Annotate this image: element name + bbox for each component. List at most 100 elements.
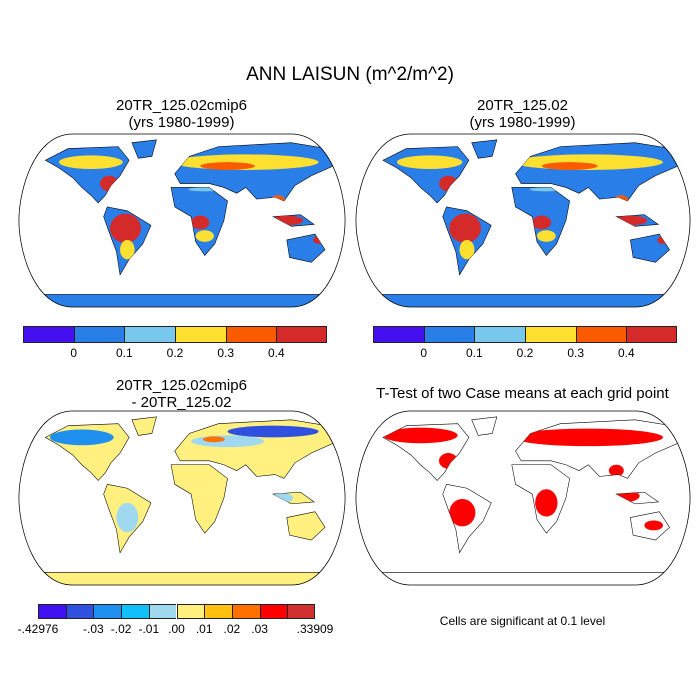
field-patch xyxy=(271,493,294,503)
colorbar-label: -.42976 xyxy=(17,622,59,636)
field-patch xyxy=(191,435,264,448)
colorbar-box xyxy=(231,604,260,619)
field-patch xyxy=(116,502,139,533)
continent-greenland xyxy=(471,139,498,159)
field-patch xyxy=(227,425,319,438)
field-patch xyxy=(513,428,663,447)
colorbar-label: 0.3 xyxy=(217,346,234,360)
colorbar-box xyxy=(121,604,149,619)
field-patch xyxy=(611,490,640,502)
panel-1-title-line2: (yrs 1980-1999) xyxy=(128,114,235,131)
panel-4-title-line1: T-Test of two Case means at each grid po… xyxy=(376,385,669,402)
colorbar-box xyxy=(525,326,576,343)
map-outline xyxy=(18,410,346,586)
colorbar-box xyxy=(373,326,424,343)
map-panel-3 xyxy=(18,410,346,586)
continent-antarctica xyxy=(355,294,691,308)
field-patch xyxy=(59,155,123,169)
field-patch xyxy=(110,213,141,243)
field-patch xyxy=(270,195,285,207)
colorbar-label: 0.1 xyxy=(465,346,483,360)
colorbar-box xyxy=(93,604,122,619)
panel-2-title: 20TR_125.02 (yrs 1980-1999) xyxy=(355,97,690,131)
colorbar-box xyxy=(626,326,677,343)
colorbar-box xyxy=(474,326,525,343)
continent-australia xyxy=(630,233,670,263)
colorbar-box xyxy=(175,326,226,343)
colorbar-label: 0 xyxy=(420,346,427,360)
field-patch xyxy=(529,187,564,192)
continent-antarctica xyxy=(18,572,346,586)
colorbar-label: -.02 xyxy=(110,622,132,636)
field-patch xyxy=(397,155,463,169)
colorbar-box xyxy=(148,604,177,619)
colorbar-box xyxy=(38,604,66,619)
field-patch xyxy=(195,230,214,242)
colorbar-box xyxy=(276,326,327,343)
panel-1-title: 20TR_125.02cmip6 (yrs 1980-1999) xyxy=(18,97,345,131)
colorbar-label: .03 xyxy=(251,622,268,636)
continent-australia xyxy=(286,233,326,263)
colorbar-box xyxy=(423,326,475,343)
colorbar-box xyxy=(65,604,94,619)
colorbar-box xyxy=(176,604,205,619)
colorbar-panel-2: 0 0.1 0.2 0.3 0.4 xyxy=(373,326,677,360)
panel-3-title: 20TR_125.02cmip6 - 20TR_125.02 xyxy=(18,377,345,411)
map-outline xyxy=(355,133,691,308)
continent-antarctica xyxy=(18,294,346,308)
field-patch xyxy=(449,213,481,243)
panel-2-title-line2: (yrs 1980-1999) xyxy=(469,114,576,131)
continent-antarctica xyxy=(355,572,691,586)
map-panel-2 xyxy=(355,133,691,308)
map-panel-4 xyxy=(355,410,691,586)
field-patch xyxy=(541,162,598,170)
field-patch xyxy=(383,427,458,444)
map-panel-1 xyxy=(18,133,346,308)
colorbar-panel-3: -.42976 -.03 -.02 -.01 .00 .01 .02 .03 .33909 xyxy=(18,604,333,636)
colorbar-box xyxy=(259,604,288,619)
field-patch xyxy=(459,239,475,260)
field-patch xyxy=(657,236,669,244)
map-outline xyxy=(355,410,691,586)
field-patch xyxy=(313,236,325,244)
continent-north-america xyxy=(382,146,470,204)
continent-africa xyxy=(170,464,228,534)
continent-greenland xyxy=(131,139,157,159)
field-patch xyxy=(532,215,551,230)
panel-2-title-line1: 20TR_125.02 xyxy=(477,97,568,114)
colorbar-box xyxy=(73,326,125,343)
field-patch xyxy=(537,230,556,242)
figure-title: ANN LAISUN (m^2/m^2) xyxy=(246,64,454,85)
colorbar-label: .01 xyxy=(195,622,213,636)
colorbar-label: -.01 xyxy=(138,622,160,636)
continent-greenland xyxy=(471,416,498,436)
field-patch xyxy=(644,520,663,531)
colorbar-box xyxy=(204,604,232,619)
panel-1-title-line1: 20TR_125.02cmip6 xyxy=(116,97,247,114)
colorbar-label: 0.3 xyxy=(567,346,584,360)
field-patch xyxy=(449,498,476,527)
continent-australia xyxy=(286,511,326,541)
colorbar-label: 0 xyxy=(70,346,77,360)
significance-note: Cells are significant at 0.1 level xyxy=(439,614,606,628)
colorbar-box xyxy=(287,604,315,619)
field-patch xyxy=(188,187,222,192)
colorbar-box xyxy=(23,326,74,343)
field-patch xyxy=(191,215,210,230)
colorbar-box xyxy=(575,326,627,343)
colorbar-label: .00 xyxy=(168,622,185,636)
colorbar-box xyxy=(225,326,277,343)
field-patch xyxy=(200,162,255,170)
colorbar-label: 0.4 xyxy=(617,346,635,360)
field-patch xyxy=(613,195,629,207)
panel-4-title: T-Test of two Case means at each grid po… xyxy=(355,385,690,402)
field-patch xyxy=(202,436,225,443)
colorbar-label: 0.4 xyxy=(267,346,285,360)
field-patch xyxy=(49,429,114,446)
colorbar-label: .02 xyxy=(223,622,241,636)
field-patch xyxy=(608,464,624,477)
colorbar-panel-1: 0 0.1 0.2 0.3 0.4 xyxy=(23,326,327,360)
colorbar-label: 0.2 xyxy=(166,346,184,360)
field-patch xyxy=(535,489,558,517)
colorbar-label: -.03 xyxy=(83,622,104,636)
